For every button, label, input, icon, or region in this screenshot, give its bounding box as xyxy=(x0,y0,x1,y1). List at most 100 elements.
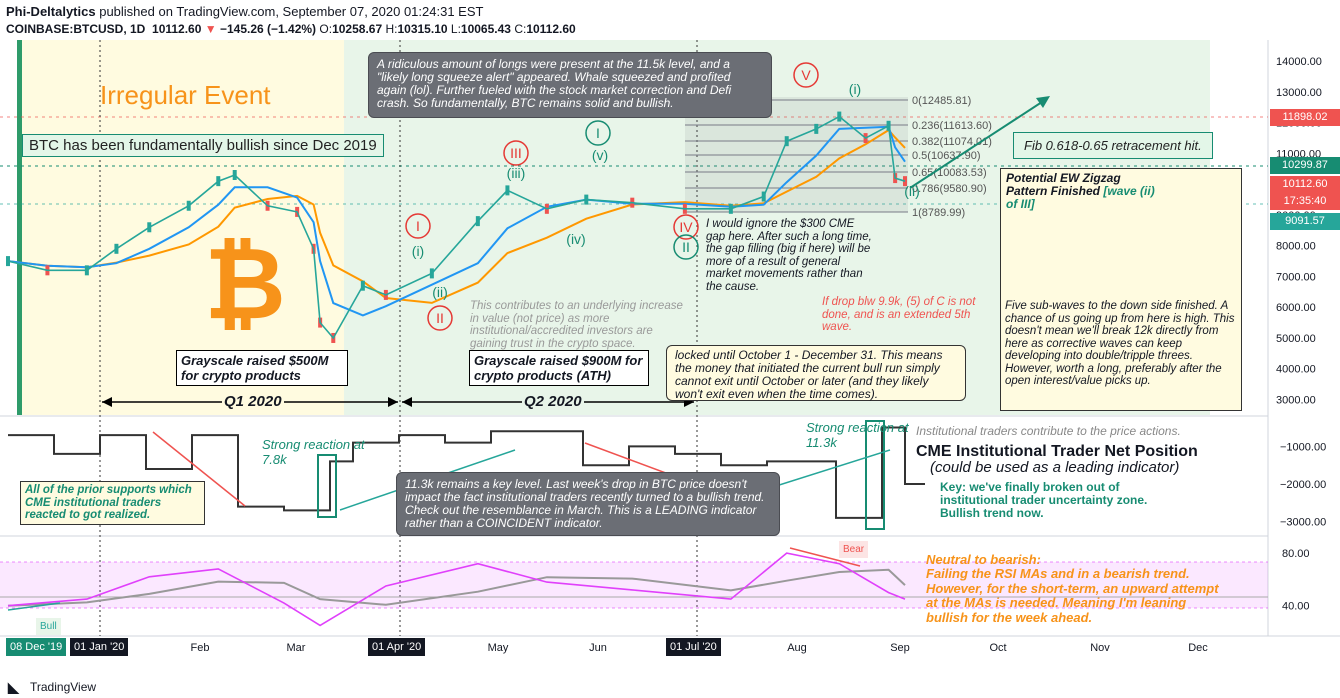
grayscale-500-note: Grayscale raised $500M for crypto produc… xyxy=(176,350,348,386)
price-label: 11898.02 xyxy=(1270,109,1340,126)
down-arrow-icon: ▼ xyxy=(204,22,217,36)
up-arrow-head xyxy=(1036,96,1050,108)
fib-label: 0.786(9580.90) xyxy=(912,183,987,195)
published-text: published on TradingView.com, September … xyxy=(99,4,484,19)
date-label-jan: 01 Jan '20 xyxy=(70,638,129,656)
rsi-bear-badge: Bear xyxy=(839,541,869,558)
green-marker-bar xyxy=(17,40,22,415)
neutral-title: Neutral to bearish: xyxy=(926,552,1041,567)
rsi-bull-badge: Bull xyxy=(36,618,61,635)
svg-text:₿: ₿ xyxy=(204,225,286,342)
wave-circle-label: IV xyxy=(679,219,693,235)
price-tick-label: 13000.00 xyxy=(1276,87,1322,99)
cme-title: CME Institutional Trader Net Position xyxy=(916,443,1198,460)
inst-contrib-note: Institutional traders contribute to the … xyxy=(916,424,1181,438)
locked-until-note: locked until October 1 - December 31. Th… xyxy=(666,345,966,401)
q2-label: Q2 2020 xyxy=(522,393,584,410)
rsi-bear-trend xyxy=(789,547,861,567)
q1-arrow-l xyxy=(102,397,112,407)
strong-113-box xyxy=(865,420,885,530)
q1-arrow-r xyxy=(388,397,398,407)
x-tick-label: Aug xyxy=(787,642,807,654)
wave-text-label: (ii) xyxy=(432,284,448,300)
rsi-bull-trend xyxy=(7,602,61,611)
rsi-axis-ticks: 40.00 80.00 xyxy=(1282,548,1310,613)
potential-body: Five sub-waves to the down side finished… xyxy=(1005,300,1235,387)
cme-axis-ticks: −1000.00 −2000.00 −3000.00 xyxy=(1280,441,1326,528)
last-price: 10112.60 xyxy=(152,22,202,36)
symbol-name[interactable]: COINBASE:BTCUSD, 1D xyxy=(6,22,146,36)
strong-113-label: Strong reaction at 11.3k xyxy=(806,420,909,450)
open-label: O: xyxy=(319,22,333,36)
rsi-line xyxy=(7,552,906,627)
date-label-dec: 08 Dec '19 xyxy=(6,638,67,656)
price-label: 10112.60 xyxy=(1270,176,1340,193)
wave-circle-label: II xyxy=(682,239,690,255)
strong-78-box xyxy=(317,454,337,518)
wave-circle xyxy=(585,120,611,146)
up-arrow-line xyxy=(909,99,1046,189)
tradingview-logo-icon[interactable]: ◣ xyxy=(8,679,19,695)
potential-pattern-box: Potential EW Zigzag Pattern Finished [wa… xyxy=(1000,168,1242,411)
wave-text-label: (iv) xyxy=(566,231,585,247)
x-tick-label: Feb xyxy=(191,642,210,654)
underlying-note: This contributes to an underlying increa… xyxy=(470,300,683,350)
ma-slow-line xyxy=(7,128,906,304)
x-tick-label: Dec xyxy=(1188,642,1208,654)
wave-circle-label: III xyxy=(510,145,522,161)
wave-text-label: (i) xyxy=(412,243,424,259)
wave-circle-label: I xyxy=(596,125,600,141)
cme-tick-label: −1000.00 xyxy=(1280,441,1326,453)
date-label-apr: 01 Apr '20 xyxy=(368,638,426,656)
fib-hit-callout: Fib 0.618-0.65 retracement hit. xyxy=(1013,132,1213,159)
rsi-tick-label: 80.00 xyxy=(1282,548,1310,560)
wave-text-label: (ii) xyxy=(904,183,920,199)
symbol-line: COINBASE:BTCUSD, 1D 10112.60 ▼ −145.26 (… xyxy=(6,22,576,36)
price-tick-label: 6000.00 xyxy=(1276,302,1316,314)
ma-fast-line xyxy=(7,125,906,317)
wave-circle-label: I xyxy=(416,218,420,234)
price-tick-label: 3000.00 xyxy=(1276,394,1316,406)
high-value: 10315.10 xyxy=(397,22,448,36)
wave-circle-label: II xyxy=(436,310,444,326)
wave-circle xyxy=(673,234,699,260)
wave-text-label: (i) xyxy=(849,81,861,97)
price-label: 10299.87 xyxy=(1270,157,1340,174)
close-label: C: xyxy=(514,22,527,36)
low-label: L: xyxy=(450,22,461,36)
open-value: 10258.67 xyxy=(332,22,383,36)
neutral-body: Failing the RSI MAs and in a bearish tre… xyxy=(926,566,1219,625)
drop-below-note: If drop blw 9.9k, (5) of C is not done, … xyxy=(822,296,976,333)
btc-bullish-note: BTC has been fundamentally bullish since… xyxy=(22,134,384,157)
wave-circle xyxy=(673,214,699,240)
price-tick-label: 8000.00 xyxy=(1276,241,1316,253)
price-change: −145.26 (−1.42%) xyxy=(219,22,317,36)
x-tick-label: Sep xyxy=(890,642,910,654)
date-label-jul: 01 Jul '20 xyxy=(666,638,721,656)
price-tick-label: 14000.00 xyxy=(1276,56,1322,68)
prior-supports-note: All of the prior supports which CME inst… xyxy=(20,481,205,525)
grayscale-900-note: Grayscale raised $900M for crypto produc… xyxy=(469,350,649,386)
x-tick-label: Nov xyxy=(1090,642,1110,654)
x-tick-label: Mar xyxy=(287,642,306,654)
wave-circle xyxy=(503,140,529,166)
x-tick-label: May xyxy=(488,642,509,654)
chart-header: Phi-Deltalytics published on TradingView… xyxy=(0,0,1340,40)
price-label: 17:35:40 xyxy=(1270,193,1340,210)
x-tick-label: Jun xyxy=(589,642,607,654)
wave-text-label: (v) xyxy=(592,147,608,163)
potential-wave: [wave (ii) of III] xyxy=(1006,184,1155,211)
wave-text-label: (iii) xyxy=(507,165,526,181)
close-value: 10112.60 xyxy=(526,22,576,36)
price-tick-label: 7000.00 xyxy=(1276,271,1316,283)
q2-arrow-l xyxy=(402,397,412,407)
fib-label: 0.65(10083.53) xyxy=(912,167,987,179)
footer-brand[interactable]: TradingView xyxy=(30,680,97,694)
publisher-name[interactable]: Phi-Deltalytics xyxy=(6,4,96,19)
irregular-event-title: Irregular Event xyxy=(100,80,271,110)
price-line xyxy=(7,115,906,340)
cme-gap-note: I would ignore the $300 CME gap here. Af… xyxy=(706,218,872,293)
cme-tick-label: −2000.00 xyxy=(1280,479,1326,491)
price-candle xyxy=(6,256,10,267)
fib-label: 0.236(11613.60) xyxy=(912,120,992,132)
